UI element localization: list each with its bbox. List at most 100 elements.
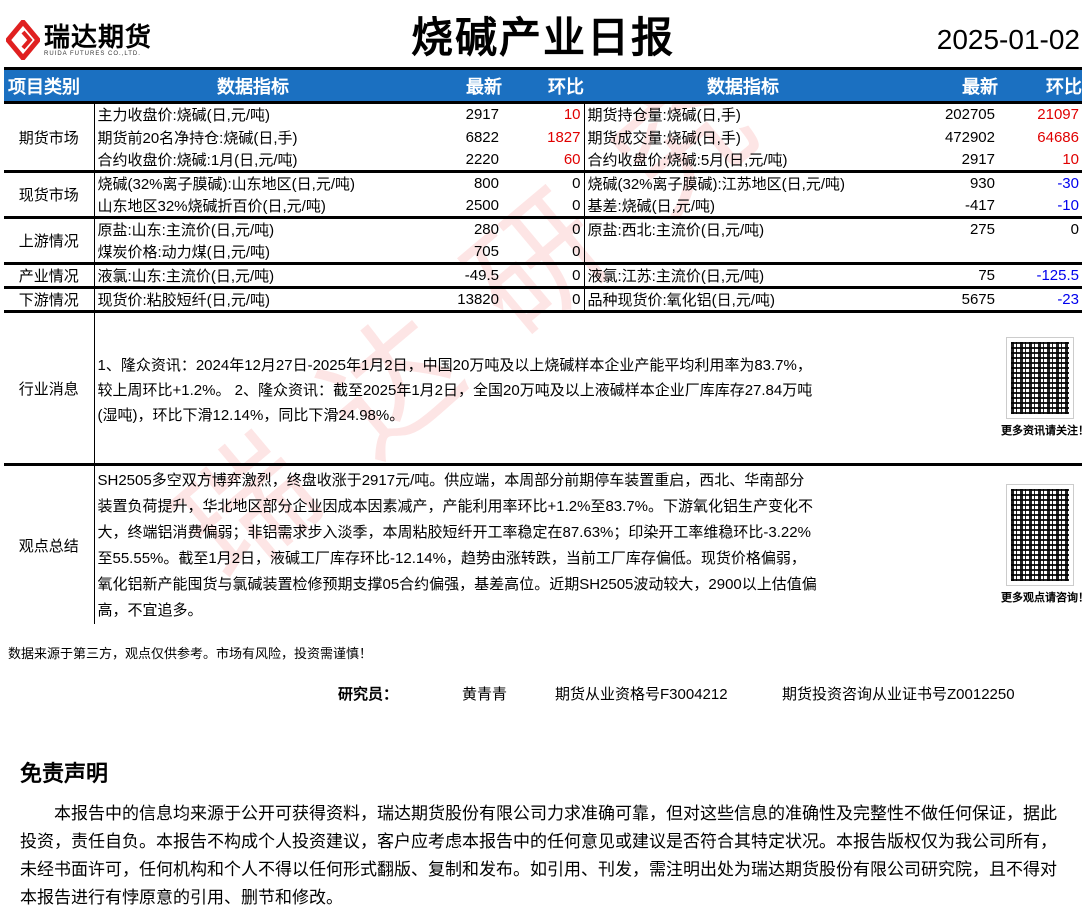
col-header: 环比	[502, 67, 584, 103]
change-value: 0	[502, 240, 585, 264]
change-value	[998, 241, 1082, 264]
change-value: 64686	[1037, 128, 1079, 146]
latest-value: 75	[902, 262, 998, 288]
disclaimer-text: 本报告中的信息均来源于公开可获得资料，瑞达期货股份有限公司力求准确可靠，但对这些…	[20, 804, 1057, 907]
qr-block: 更多资讯请关注！	[998, 310, 1082, 465]
indicator-name: 合约收盘价:烧碱:5月(日,元/吨)	[587, 151, 788, 169]
change-value: 10	[502, 101, 585, 126]
col-header: 环比	[998, 67, 1082, 103]
indicator-name: 基差:烧碱(日,元/吨)	[587, 197, 716, 215]
indicator-name: 合约收盘价:烧碱:1月(日,元/吨)	[97, 151, 298, 169]
news-text: 1、隆众资讯：2024年12月27日-2025年1月2日，中国20万吨及以上烧碱…	[94, 310, 998, 465]
latest-value	[902, 241, 998, 264]
qr-code-icon	[1006, 484, 1074, 586]
table-row: 山东地区32%烧碱折百价(日,元/吨) 2500 0 基差:烧碱(日,元/吨) -417…	[4, 194, 1082, 218]
change-value: 1827	[502, 125, 585, 149]
table-row: 现货市场 烧碱(32%离子膜碱):山东地区(日,元/吨) 800 0 烧碱(32%离子膜…	[4, 170, 1082, 218]
indicator-name: 原盐:西北:主流价(日,元/吨)	[584, 216, 902, 241]
change-value: -125.5	[998, 262, 1082, 288]
table-row: 期货市场 主力收盘价:烧碱(日,元/吨) 2917 10 期货持仓量:烧碱(日,手) 20…	[4, 101, 1082, 172]
change-value: 0	[502, 194, 585, 218]
change-value: 0	[502, 170, 585, 195]
researcher-name: 黄青青	[462, 686, 508, 703]
table-row: 上游情况 原盐:山东:主流价(日,元/吨) 280 0 原盐:西北:主流价(日,元/吨)…	[4, 216, 1082, 264]
change-value: -30	[998, 170, 1082, 195]
indicator-name: 液氯:江苏:主流价(日,元/吨)	[584, 262, 902, 288]
category-label: 行业消息	[4, 310, 95, 465]
report-date: 2025-01-02	[936, 24, 1080, 55]
latest-value: 280	[412, 216, 502, 241]
indicator-name	[584, 241, 902, 264]
category-label: 上游情况	[4, 216, 95, 264]
change-value: -23	[998, 286, 1082, 312]
indicator-name: 主力收盘价:烧碱(日,元/吨)	[94, 101, 412, 126]
latest-value: 13820	[412, 286, 502, 312]
change-value: -10	[1057, 196, 1079, 214]
disclaimer-title: 免责声明	[20, 761, 109, 786]
logo-text: 瑞达期货	[44, 22, 153, 52]
col-header: 最新	[902, 67, 998, 103]
qr-code-icon	[1006, 337, 1074, 419]
category-label: 下游情况	[4, 286, 95, 312]
table-row: 煤炭价格:动力煤(日,元/吨) 705 0	[4, 240, 1082, 264]
change-value: 60	[502, 148, 585, 172]
indicator-name: 烧碱(32%离子膜碱):江苏地区(日,元/吨)	[584, 170, 902, 195]
latest-value: -417	[964, 196, 995, 214]
researcher-label: 研究员：	[338, 686, 399, 703]
indicator-name: 烧碱(32%离子膜碱):山东地区(日,元/吨)	[94, 170, 412, 195]
summary-row: 观点总结 SH2505多空双方博弈激烈，终盘收涨于2917元/吨。供应端，本周部…	[4, 463, 1082, 624]
category-label: 观点总结	[4, 463, 95, 624]
latest-value: 472902	[944, 128, 995, 146]
latest-value: 2500	[465, 196, 499, 214]
latest-value: 6822	[465, 128, 499, 146]
latest-value: 705	[473, 242, 499, 260]
qr-caption: 更多资讯请关注！	[1001, 425, 1082, 437]
indicator-name: 期货持仓量:烧碱(日,手)	[584, 101, 902, 126]
latest-value: -49.5	[412, 262, 502, 288]
researcher-consulting-license: 期货投资咨询从业证书号Z0012250	[782, 686, 1015, 703]
latest-value: 2917	[961, 150, 995, 168]
report-header: 瑞达期货 RUIDA FUTURES CO.,LTD. 烧碱产业日报 2025-…	[0, 0, 1086, 66]
latest-value: 930	[902, 170, 998, 195]
qr-block: 更多观点请咨询！	[998, 463, 1082, 624]
table-row: 产业情况 液氯:山东:主流价(日,元/吨) -49.5 0 液氯:江苏:主流价(日,元/…	[4, 262, 1082, 288]
change-value: 0	[502, 216, 585, 241]
table-row: 合约收盘价:烧碱:1月(日,元/吨) 2220 60 合约收盘价:烧碱:5月(日,元/…	[4, 148, 1082, 172]
news-row: 行业消息 1、隆众资讯：2024年12月27日-2025年1月2日，中国20万吨…	[4, 310, 1082, 465]
researcher-license: 期货从业资格号F3004212	[555, 686, 728, 703]
latest-value: 202705	[902, 101, 998, 126]
col-header: 数据指标	[584, 67, 902, 103]
logo-subtext: RUIDA FUTURES CO.,LTD.	[44, 51, 141, 57]
table-header-row: 项目类别 数据指标 最新 环比 数据指标 最新 环比	[4, 67, 1082, 103]
table-row: 下游情况 现货价:粘胶短纤(日,元/吨) 13820 0 品种现货价:氧化铝(日,元/吨…	[4, 286, 1082, 312]
latest-value: 275	[902, 216, 998, 241]
change-value: 21097	[998, 101, 1082, 126]
indicator-name: 原盐:山东:主流价(日,元/吨)	[94, 216, 412, 241]
indicator-name: 品种现货价:氧化铝(日,元/吨)	[584, 286, 902, 312]
indicator-name: 现货价:粘胶短纤(日,元/吨)	[94, 286, 412, 312]
col-header: 最新	[412, 67, 502, 103]
category-label: 现货市场	[4, 170, 95, 218]
change-value: 0	[502, 286, 585, 312]
indicator-name: 煤炭价格:动力煤(日,元/吨)	[97, 243, 271, 261]
latest-value: 5675	[902, 286, 998, 312]
category-label: 产业情况	[4, 262, 95, 288]
indicator-name: 期货前20名净持仓:烧碱(日,手)	[97, 129, 298, 147]
change-value: 0	[998, 216, 1082, 241]
latest-value: 2220	[465, 150, 499, 168]
summary-text: SH2505多空双方博弈激烈，终盘收涨于2917元/吨。供应端，本周部分前期停车…	[94, 463, 998, 624]
logo-icon	[4, 18, 42, 62]
change-value: 0	[502, 262, 585, 288]
category-label: 期货市场	[4, 101, 95, 172]
indicator-name: 液氯:山东:主流价(日,元/吨)	[94, 262, 412, 288]
table-row: 期货前20名净持仓:烧碱(日,手) 6822 1827 期货成交量:烧碱(日,手) 47…	[4, 125, 1082, 149]
data-table: 项目类别 数据指标 最新 环比 数据指标 最新 环比 期货市场 主力收盘价:烧碱(…	[4, 67, 1082, 624]
indicator-name: 期货成交量:烧碱(日,手)	[587, 129, 741, 147]
change-value: 10	[1062, 150, 1079, 168]
col-header: 数据指标	[94, 67, 412, 103]
col-header: 项目类别	[4, 67, 94, 103]
footnote: 数据来源于第三方，观点仅供参考。市场有风险，投资需谨慎！	[8, 646, 373, 661]
indicator-name: 山东地区32%烧碱折百价(日,元/吨)	[97, 197, 326, 215]
qr-caption: 更多观点请咨询！	[1001, 592, 1082, 604]
page-title: 烧碱产业日报	[410, 14, 675, 61]
